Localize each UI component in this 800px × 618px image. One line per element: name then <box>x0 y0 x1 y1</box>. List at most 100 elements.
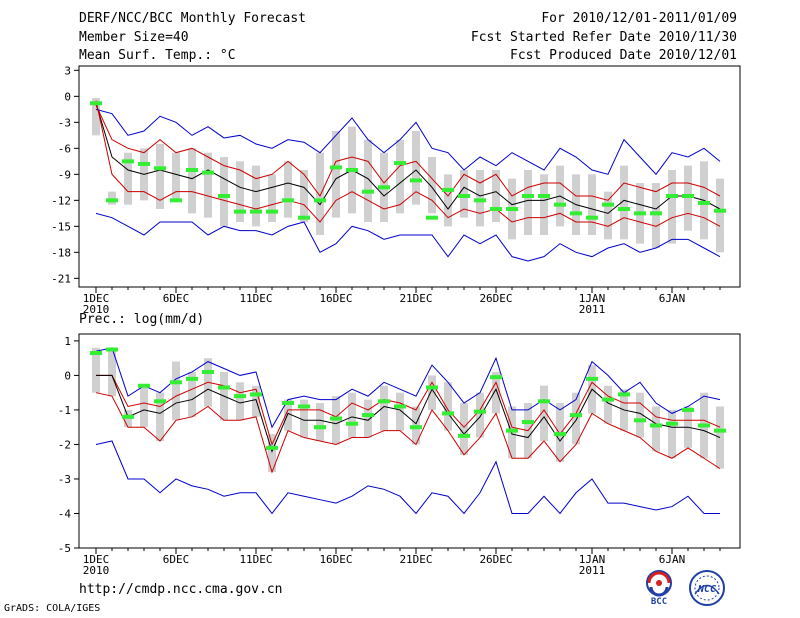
member-size-label: Member Size=40 <box>79 30 189 45</box>
precipitation-observed-marker <box>426 385 438 390</box>
precipitation-x-tick-label: 26DEC <box>479 553 512 566</box>
precipitation-observed-marker <box>474 409 486 414</box>
precipitation-y-tick-label: -5 <box>58 542 71 555</box>
temperature-series-min-line <box>95 212 721 262</box>
source-url[interactable]: http://cmdp.ncc.cma.gov.cn <box>79 582 283 597</box>
precipitation-observed-marker <box>410 425 422 430</box>
precipitation-series-lower-line <box>95 392 721 474</box>
temperature-observed-marker <box>282 198 294 203</box>
temperature-observed-marker <box>570 211 582 216</box>
temperature-y-tick-label: 3 <box>64 64 71 77</box>
precipitation-box <box>364 399 372 438</box>
temperature-y-tick-label: -15 <box>51 220 71 233</box>
precipitation-box <box>252 385 260 417</box>
temperature-observed-marker <box>234 209 246 214</box>
precipitation-x-tick-label: 6JAN <box>659 553 686 566</box>
temperature-observed-marker <box>698 200 710 205</box>
temperature-box <box>332 131 340 218</box>
temperature-series-max-line <box>95 108 721 176</box>
temperature-box <box>316 152 324 235</box>
temperature-observed-marker <box>378 185 390 190</box>
temperature-box <box>220 157 228 227</box>
temperature-box <box>492 170 500 222</box>
temperature-box <box>668 170 676 244</box>
precipitation-box <box>236 382 244 421</box>
precipitation-observed-marker <box>282 401 294 406</box>
precipitation-observed-marker <box>362 413 374 418</box>
temperature-observed-marker <box>426 215 438 220</box>
precipitation-x-tick-label: 1JAN <box>579 553 606 566</box>
precipitation-observed-marker <box>666 421 678 426</box>
grads-credit: GrADS: COLA/IGES <box>4 603 101 614</box>
temperature-box <box>124 152 132 205</box>
precipitation-box <box>92 347 100 393</box>
temperature-x-tick-sublabel: 2011 <box>579 303 606 316</box>
temperature-y-tick-label: -9 <box>58 168 71 181</box>
temperature-observed-marker <box>314 198 326 203</box>
temperature-box <box>108 191 116 205</box>
precipitation-observed-marker <box>298 404 310 409</box>
temperature-observed-marker <box>266 209 278 214</box>
precipitation-observed-marker <box>618 392 630 397</box>
temperature-y-tick-label: -3 <box>58 116 71 129</box>
precipitation-box <box>108 347 116 397</box>
precipitation-observed-marker <box>346 421 358 426</box>
temperature-observed-marker <box>682 194 694 198</box>
temperature-observed-marker <box>186 168 198 172</box>
precipitation-observed-marker <box>314 425 326 430</box>
precipitation-series-min-line <box>95 440 720 515</box>
fcst-started-date: Fcst Started Refer Date 2010/11/30 <box>470 30 737 45</box>
precipitation-box <box>668 409 676 459</box>
temperature-observed-marker <box>442 187 454 192</box>
precipitation-x-tick-label: 6DEC <box>163 553 190 566</box>
precipitation-box <box>572 392 580 445</box>
precipitation-observed-marker <box>698 423 710 428</box>
precipitation-observed-marker <box>458 433 470 438</box>
precipitation-box <box>460 403 468 455</box>
precipitation-x-tick-sublabel: 2010 <box>83 564 110 577</box>
precipitation-box <box>140 385 148 428</box>
temperature-box <box>444 174 452 227</box>
temperature-box <box>684 165 692 231</box>
temperature-x-tick-label: 11DEC <box>239 292 272 305</box>
temperature-box <box>460 170 468 218</box>
temperature-observed-marker <box>474 198 486 203</box>
ncc-logo-text: NCC <box>697 584 716 595</box>
precipitation-observed-marker <box>266 445 278 450</box>
temperature-box <box>204 152 212 218</box>
temperature-x-tick-label: 1DEC <box>83 292 110 305</box>
precipitation-box <box>636 392 644 438</box>
temperature-observed-marker <box>138 161 150 166</box>
precipitation-observed-marker <box>634 418 646 423</box>
temperature-x-tick-label: 6JAN <box>659 292 686 305</box>
temperature-box <box>428 157 436 214</box>
precipitation-box <box>492 371 500 414</box>
temperature-observed-marker <box>522 194 534 198</box>
precipitation-series-mean-line <box>96 374 721 453</box>
temperature-box <box>268 174 276 222</box>
temperature-observed-marker <box>554 202 566 207</box>
temperature-x-tick-sublabel: 2010 <box>83 303 110 316</box>
temperature-box <box>364 139 372 222</box>
temperature-observed-marker <box>666 194 678 198</box>
bcc-logo: BCC <box>641 568 677 607</box>
precipitation-box <box>540 385 548 441</box>
precipitation-observed-marker <box>650 423 662 428</box>
precipitation-observed-marker <box>330 416 342 421</box>
precipitation-box <box>188 371 196 417</box>
precipitation-box <box>396 392 404 431</box>
forecast-period: For 2010/12/01-2011/01/09 <box>541 11 737 26</box>
temperature-box <box>652 183 660 248</box>
precipitation-observed-marker <box>250 392 262 397</box>
precipitation-box <box>156 392 164 441</box>
precipitation-observed-marker <box>378 399 390 404</box>
variable-label: Mean Surf. Temp.: °C <box>79 48 236 63</box>
temperature-observed-marker <box>618 207 630 211</box>
precipitation-box <box>476 392 484 438</box>
precipitation-observed-marker <box>122 414 134 419</box>
precipitation-box <box>284 399 292 431</box>
precipitation-observed-marker <box>154 399 166 404</box>
temperature-series-upper-line <box>95 104 721 201</box>
